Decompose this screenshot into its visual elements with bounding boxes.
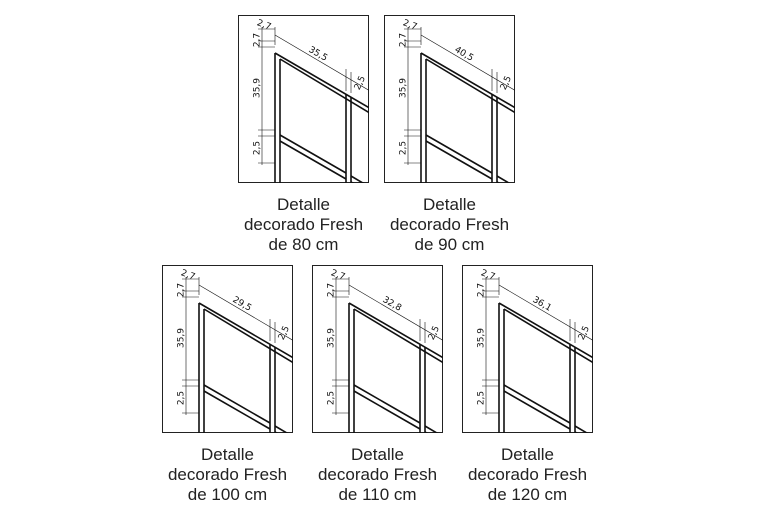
caption-line: de 110 cm	[338, 485, 416, 504]
dimension-label: 35,9	[177, 328, 187, 348]
dimension-line	[348, 284, 443, 341]
dimension-label: 2,5	[177, 391, 187, 405]
beam-line	[503, 308, 593, 364]
bar-line	[203, 390, 271, 430]
dimension-line	[420, 34, 515, 91]
beam-line	[425, 58, 515, 114]
caption-line: de 90 cm	[415, 235, 485, 254]
detail-panel: 2,72,736,12,535,92,5	[462, 265, 593, 433]
caption-line: Detalle	[423, 195, 476, 214]
beam-line	[274, 52, 369, 109]
dimension-label: 2,7	[179, 268, 196, 282]
caption-line: de 100 cm	[188, 485, 267, 504]
dimension-label: 35,9	[399, 78, 409, 98]
bar-line	[424, 425, 439, 433]
bar-line	[279, 134, 347, 174]
drawing	[404, 27, 515, 183]
caption-line: decorado Fresh	[390, 215, 509, 234]
caption-line: Detalle	[351, 445, 404, 464]
caption-line: decorado Fresh	[168, 465, 287, 484]
dimension-label: 2,7	[329, 268, 346, 282]
dimension-label: 2,7	[399, 33, 409, 47]
drawing	[482, 277, 593, 433]
dimension-line	[498, 284, 593, 341]
bar-line	[424, 431, 429, 433]
dimension-label: 2,7	[255, 18, 272, 32]
bar-line	[274, 431, 279, 433]
beam-line	[198, 302, 293, 359]
bar-line	[574, 431, 579, 433]
bar-line	[274, 425, 289, 433]
dimension-line	[198, 284, 293, 341]
dimension-label: 2,5	[327, 391, 337, 405]
drawing	[258, 27, 369, 183]
bar-line	[353, 384, 421, 424]
beam-line	[348, 302, 443, 359]
drawing	[332, 277, 443, 433]
bar-line	[353, 390, 421, 430]
dimension-label: 2,7	[401, 18, 418, 32]
dimension-label: 2,7	[253, 33, 263, 47]
detail-panel: 2,72,735,52,535,92,5	[238, 15, 369, 183]
drawing	[182, 277, 293, 433]
bar-line	[503, 390, 571, 430]
bar-line	[203, 384, 271, 424]
dimension-label: 2,7	[327, 283, 337, 297]
caption-line: Detalle	[201, 445, 254, 464]
dimension-label: 2,5	[399, 141, 409, 155]
beam-line	[420, 52, 515, 109]
detail-panel: 2,72,729,52,535,92,5	[162, 265, 293, 433]
beam-line	[498, 302, 593, 359]
bar-line	[425, 140, 493, 180]
bar-line	[496, 181, 501, 183]
caption-line: decorado Fresh	[244, 215, 363, 234]
dimension-line	[274, 34, 369, 91]
caption-line: Detalle	[501, 445, 554, 464]
dimension-label: 35,9	[477, 328, 487, 348]
bar-line	[503, 384, 571, 424]
bar-line	[425, 134, 493, 174]
dimension-label: 35,9	[327, 328, 337, 348]
dimension-label: 2,7	[177, 283, 187, 297]
caption-line: de 120 cm	[488, 485, 567, 504]
dimension-label: 2,7	[479, 268, 496, 282]
bar-line	[574, 425, 589, 433]
dimension-label: 35,9	[253, 78, 263, 98]
caption-line: decorado Fresh	[468, 465, 587, 484]
beam-line	[353, 308, 443, 364]
beam-line	[203, 308, 293, 364]
dimension-label: 2,5	[253, 141, 263, 155]
beam-line	[279, 58, 369, 114]
bar-line	[350, 175, 365, 183]
detail-panel: 2,72,740,52,535,92,5	[384, 15, 515, 183]
bar-line	[350, 181, 355, 183]
caption-line: Detalle	[277, 195, 330, 214]
caption-line: de 80 cm	[269, 235, 339, 254]
dimension-label: 2,5	[477, 391, 487, 405]
dimension-label: 2,7	[477, 283, 487, 297]
detail-panel: 2,72,732,82,535,92,5	[312, 265, 443, 433]
bar-line	[496, 175, 511, 183]
bar-line	[279, 140, 347, 180]
caption-line: decorado Fresh	[318, 465, 437, 484]
